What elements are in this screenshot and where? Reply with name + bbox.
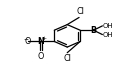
Text: B: B <box>90 26 97 35</box>
Text: O: O <box>25 37 31 46</box>
Text: −: − <box>24 37 29 42</box>
Text: Cl: Cl <box>76 7 84 16</box>
Text: N: N <box>38 37 44 46</box>
Text: OH: OH <box>103 23 113 29</box>
Text: O: O <box>38 52 44 61</box>
Text: Cl: Cl <box>63 54 71 64</box>
Text: OH: OH <box>103 32 113 38</box>
Text: +: + <box>41 36 46 41</box>
